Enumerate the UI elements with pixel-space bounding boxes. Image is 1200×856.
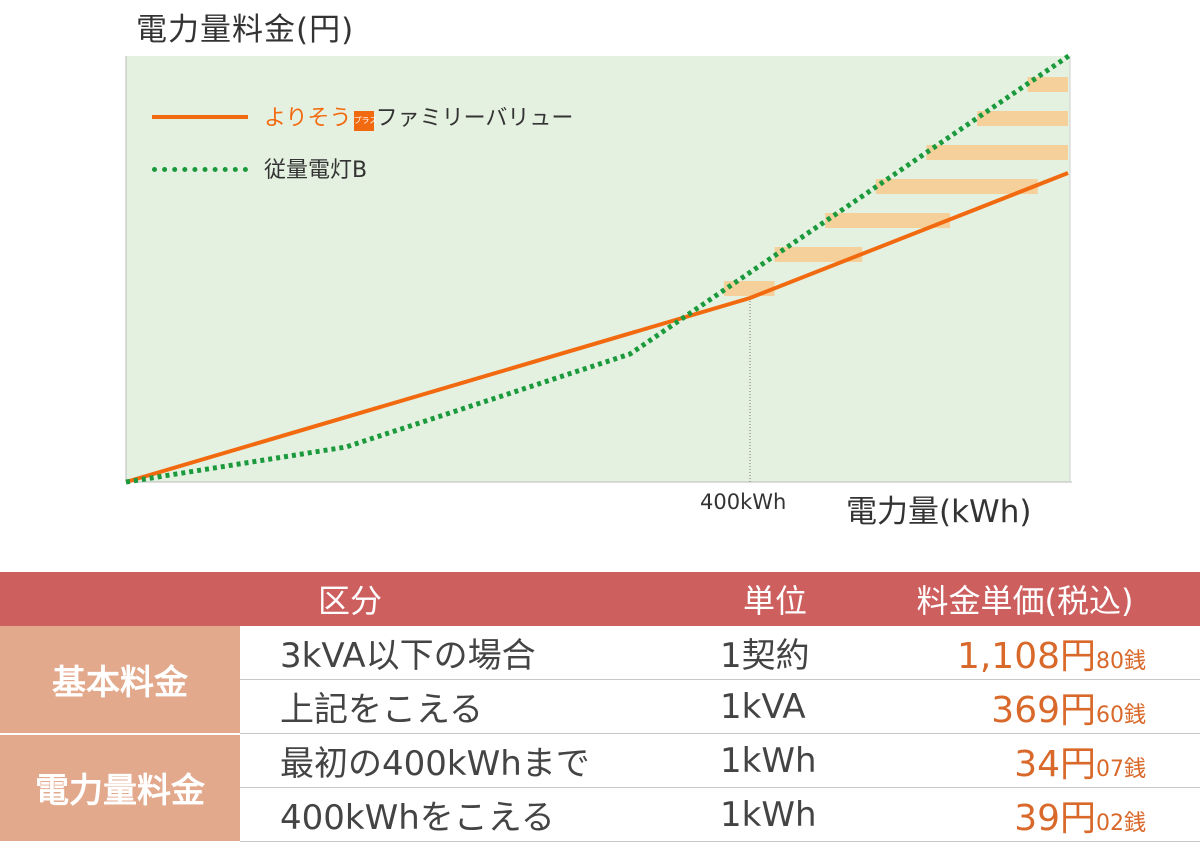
row-price: 34円07銭 (850, 733, 1200, 788)
price-yen: 369円 (991, 689, 1097, 731)
row-price: 1,108円80銭 (850, 626, 1200, 680)
row-price: 39円02銭 (850, 787, 1200, 842)
savings-stripe (875, 179, 1038, 194)
row-unit: 1kWh (700, 733, 851, 788)
x-axis-label: 電力量(kWh) (846, 494, 1032, 530)
price-sen: 60銭 (1096, 702, 1147, 728)
header-unit: 単位 (700, 572, 851, 626)
row-unit: 1契約 (700, 626, 851, 680)
price-yen: 39円 (1014, 797, 1097, 839)
table-row: 400kWhをこえる 1kWh 39円02銭 (0, 787, 1200, 842)
savings-stripe (926, 145, 1068, 160)
row-unit: 1kWh (700, 787, 851, 842)
legend-swatch-dotted (152, 167, 248, 172)
savings-stripe (1027, 77, 1068, 92)
category-basic-charge: 基本料金 (0, 626, 240, 735)
header-category: 区分 (0, 572, 701, 626)
price-sen: 80銭 (1096, 648, 1147, 674)
price-sen: 02銭 (1096, 810, 1147, 836)
plot-area (126, 56, 1070, 482)
table-row: 電力量料金 最初の400kWhまで 1kWh 34円07銭 (0, 733, 1200, 843)
price-table: 区分 単位 料金単価(税込) 基本料金 3kVA以下の場合 1契約 1,108円… (0, 572, 1200, 843)
savings-stripe (825, 213, 950, 228)
legend-label-suffix: ファミリーバリュー (375, 106, 574, 131)
series-line-family-value (125, 171, 1069, 484)
row-desc: 3kVA以下の場合 (240, 626, 701, 680)
row-desc: 上記をこえる (240, 679, 701, 734)
threshold-label: 400kWh (700, 490, 787, 514)
row-desc: 400kWhをこえる (240, 787, 701, 842)
price-yen: 1,108円 (956, 635, 1097, 677)
legend-label-meter-b: 従量電灯B (264, 158, 368, 183)
y-axis-label: 電力量料金(円) (136, 12, 355, 48)
savings-stripe (774, 247, 863, 262)
series-line-meter-b (125, 52, 1072, 485)
savings-stripe (976, 111, 1068, 126)
row-desc: 最初の400kWhまで (240, 733, 701, 788)
chart: 電力量料金(円) 400kWh 電力量(kWh) よりそう プラスファミリーバリュ… (125, 12, 1072, 530)
header-price: 料金単価(税込) (850, 572, 1200, 626)
chart-svg (125, 52, 1072, 485)
plus-badge-icon: プラス (353, 111, 377, 131)
price-sen: 07銭 (1096, 756, 1147, 782)
row-unit: 1kVA (700, 679, 851, 734)
row-price: 369円60銭 (850, 679, 1200, 734)
legend-label-family-value: よりそう プラスファミリーバリュー (264, 100, 573, 132)
price-yen: 34円 (1014, 743, 1097, 785)
legend-swatch-solid (152, 115, 248, 119)
table-row: 基本料金 3kVA以下の場合 1契約 1,108円80銭 (0, 626, 1200, 735)
table-row: 上記をこえる 1kVA 369円60銭 (0, 679, 1200, 734)
legend-label-prefix: よりそう (264, 106, 352, 131)
category-energy-charge: 電力量料金 (0, 733, 240, 843)
savings-stripe (723, 281, 775, 296)
table-header-row: 区分 単位 料金単価(税込) (0, 572, 1200, 626)
